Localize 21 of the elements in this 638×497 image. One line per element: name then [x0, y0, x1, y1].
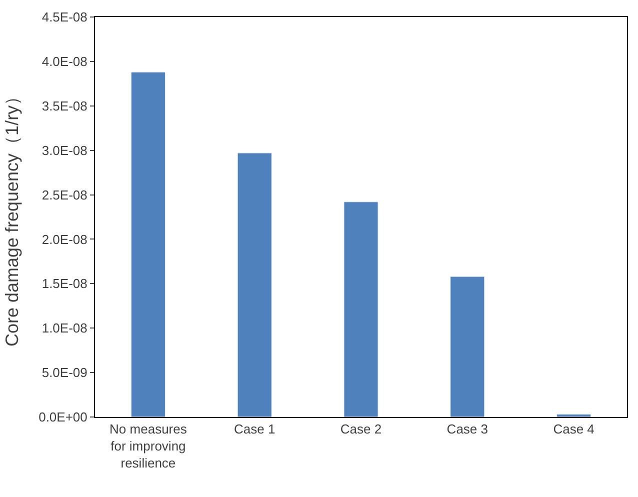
- y-tick-label: 0.0E+00: [38, 410, 88, 425]
- y-tick-label: 4.0E-08: [42, 54, 88, 69]
- y-tick-label: 1.5E-08: [42, 276, 88, 292]
- bar: [556, 414, 592, 417]
- bar: [450, 276, 485, 417]
- bar: [130, 72, 166, 417]
- x-tick-label: No measures for improving resilience: [110, 422, 188, 470]
- y-tick-label: 2.5E-08: [42, 187, 88, 202]
- x-tick-label: Case 3: [446, 422, 488, 437]
- x-tick-label: Case 4: [553, 422, 594, 437]
- y-tick-label: 4.5E-08: [42, 10, 88, 25]
- y-tick-label: 3.5E-08: [42, 98, 88, 114]
- y-tick-label: 3.0E-08: [42, 142, 88, 158]
- x-tick-label: Case 2: [340, 422, 382, 437]
- y-tick-label: 5.0E-09: [42, 365, 88, 380]
- bar: [344, 202, 378, 417]
- bar: [237, 152, 272, 417]
- x-tick-label: Case 1: [234, 422, 276, 437]
- y-axis-title: Core damage frequency（1/ry）: [2, 87, 22, 347]
- y-tick-label: 2.0E-08: [42, 232, 88, 247]
- y-tick-label: 1.0E-08: [42, 320, 88, 336]
